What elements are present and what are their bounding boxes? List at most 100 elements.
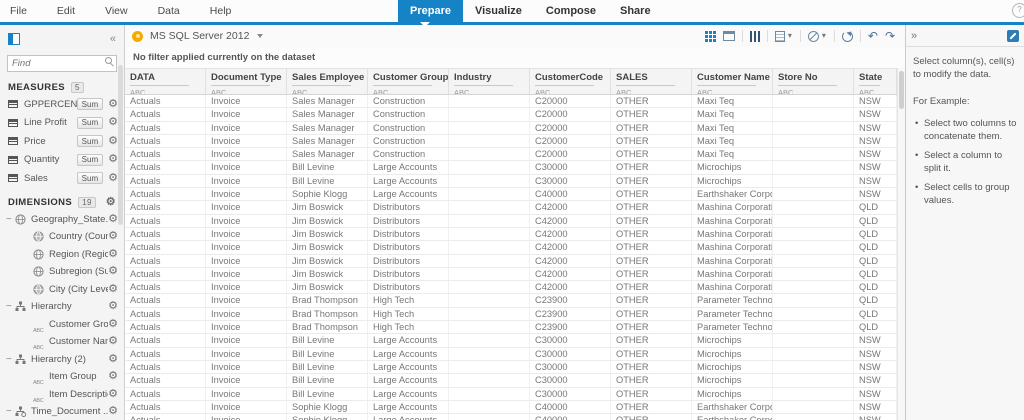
cell[interactable]: OTHER	[611, 414, 692, 420]
cell[interactable]: NSW	[854, 161, 897, 174]
cell[interactable]	[773, 387, 854, 400]
cell[interactable]: Bill Levine	[287, 174, 368, 188]
cell[interactable]: NSW	[854, 374, 897, 387]
cell[interactable]: Brad Thompson	[287, 321, 368, 334]
cell[interactable]: Actuals	[125, 148, 206, 161]
cell[interactable]: NSW	[854, 334, 897, 347]
cell[interactable]: OTHER	[611, 214, 692, 227]
cell[interactable]: Large Accounts	[368, 161, 449, 174]
cell[interactable]: Invoice	[206, 387, 287, 400]
cell[interactable]: QLD	[854, 201, 897, 214]
cell[interactable]: Distributors	[368, 227, 449, 241]
table-row[interactable]: Actuals Invoice Sales Manager Constructi…	[125, 148, 897, 162]
cell[interactable]: Actuals	[125, 307, 206, 321]
cell[interactable]	[773, 374, 854, 387]
cell[interactable]: Invoice	[206, 108, 287, 121]
gear-icon[interactable]: ⚙	[108, 265, 118, 278]
cell[interactable]: C42000	[530, 267, 611, 281]
cell[interactable]: OTHER	[611, 307, 692, 321]
cell[interactable]: Microchips	[692, 334, 773, 347]
cell[interactable]: Invoice	[206, 134, 287, 148]
cell[interactable]: OTHER	[611, 347, 692, 360]
cell[interactable]: Distributors	[368, 214, 449, 227]
cell[interactable]: Distributors	[368, 254, 449, 267]
cell[interactable]: Actuals	[125, 241, 206, 254]
cell[interactable]: Maxi Teq	[692, 148, 773, 161]
mode-tab[interactable]: Share	[620, 5, 651, 17]
cell[interactable]: Large Accounts	[368, 334, 449, 347]
cell[interactable]: Maxi Teq	[692, 134, 773, 148]
aggregation-badge[interactable]: Sum	[76, 153, 104, 166]
cell[interactable]: QLD	[854, 267, 897, 281]
gear-icon[interactable]: ⚙	[108, 282, 118, 295]
cell[interactable]: OTHER	[611, 188, 692, 201]
cell[interactable]: Invoice	[206, 188, 287, 201]
cell[interactable]: Brad Thompson	[287, 307, 368, 321]
column-name[interactable]: Customer Group	[373, 72, 448, 86]
cell[interactable]: Sales Manager	[287, 121, 368, 134]
table-row[interactable]: Actuals Invoice Brad Thompson High Tech …	[125, 307, 897, 322]
sidebar-scrollbar[interactable]	[118, 65, 123, 420]
cell[interactable]: Mashina Corporation	[692, 227, 773, 241]
cell[interactable]	[449, 347, 530, 360]
cell[interactable]: Construction	[368, 95, 449, 108]
gear-icon[interactable]: ⚙	[108, 335, 118, 348]
cell[interactable]	[773, 294, 854, 307]
cell[interactable]	[773, 201, 854, 214]
table-row[interactable]: Actuals Invoice Sophie Klogg Large Accou…	[125, 188, 897, 202]
column-name[interactable]: Sales Employee	[292, 72, 364, 86]
dimension-item[interactable]: −	[0, 403, 124, 420]
column-header[interactable]: CustomerCode ABC	[530, 69, 611, 94]
column-name[interactable]: CustomerCode	[535, 72, 603, 86]
cell[interactable]: Actuals	[125, 95, 206, 108]
cell[interactable]	[449, 148, 530, 161]
cell[interactable]: Jim Boswick	[287, 201, 368, 214]
help-icon[interactable]: ?	[1012, 3, 1024, 18]
collapse-panel-icon[interactable]: »	[911, 29, 918, 42]
cell[interactable]: Construction	[368, 148, 449, 161]
cell[interactable]: C30000	[530, 347, 611, 360]
aggregation-badge[interactable]: Sum	[76, 172, 104, 185]
cell[interactable]: Large Accounts	[368, 374, 449, 387]
cell[interactable]: C20000	[530, 121, 611, 134]
cell[interactable]: Actuals	[125, 227, 206, 241]
cell[interactable]	[449, 281, 530, 294]
cell[interactable]: Invoice	[206, 241, 287, 254]
cell[interactable]: NSW	[854, 108, 897, 121]
cell[interactable]: OTHER	[611, 254, 692, 267]
cell[interactable]	[773, 267, 854, 281]
chevron-down-icon[interactable]	[257, 34, 264, 38]
cell[interactable]: Invoice	[206, 281, 287, 294]
table-row[interactable]: Actuals Invoice Jim Boswick Distributors…	[125, 227, 897, 242]
column-header[interactable]: DATA ABC	[125, 69, 206, 94]
limit-values-icon[interactable]	[807, 30, 826, 42]
dimension-item[interactable]: ABC Country (Coun... ⚙	[0, 228, 124, 246]
cell[interactable]: Large Accounts	[368, 174, 449, 188]
gear-icon[interactable]: ⚙	[108, 153, 118, 166]
cell[interactable]: Maxi Teq	[692, 95, 773, 108]
cell[interactable]: Actuals	[125, 387, 206, 400]
cell[interactable]: Mashina Corporation	[692, 201, 773, 214]
cell[interactable]	[449, 374, 530, 387]
panel-toggle-icon[interactable]	[8, 33, 20, 45]
cell[interactable]: Invoice	[206, 95, 287, 108]
cell[interactable]: Large Accounts	[368, 387, 449, 400]
column-facets-icon[interactable]	[749, 30, 760, 42]
cell[interactable]: OTHER	[611, 321, 692, 334]
cell[interactable]	[449, 334, 530, 347]
cell[interactable]: QLD	[854, 321, 897, 334]
table-row[interactable]: Actuals Invoice Brad Thompson High Tech …	[125, 294, 897, 308]
dimension-item[interactable]: ABC Region (Regio... ⚙	[0, 246, 124, 264]
cell[interactable]: NSW	[854, 134, 897, 148]
cell[interactable]: QLD	[854, 307, 897, 321]
separator[interactable]	[859, 30, 861, 42]
cell[interactable]: Actuals	[125, 281, 206, 294]
cell[interactable]: Actuals	[125, 214, 206, 227]
cell[interactable]	[449, 267, 530, 281]
cell[interactable]: Microchips	[692, 360, 773, 374]
cell[interactable]: Sales Manager	[287, 148, 368, 161]
cell[interactable]: Brad Thompson	[287, 294, 368, 307]
cell[interactable]: QLD	[854, 241, 897, 254]
cell[interactable]: Bill Levine	[287, 387, 368, 400]
gear-icon[interactable]: ⚙	[108, 370, 118, 383]
